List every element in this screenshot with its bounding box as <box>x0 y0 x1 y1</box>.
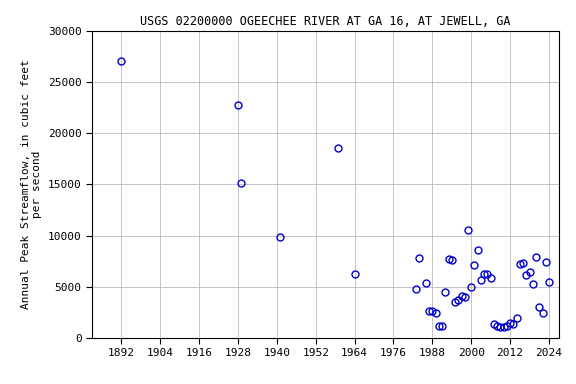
Title: USGS 02200000 OGEECHEE RIVER AT GA 16, AT JEWELL, GA: USGS 02200000 OGEECHEE RIVER AT GA 16, A… <box>140 15 511 28</box>
Y-axis label: Annual Peak Streamflow, in cubic feet
per second: Annual Peak Streamflow, in cubic feet pe… <box>21 60 43 309</box>
